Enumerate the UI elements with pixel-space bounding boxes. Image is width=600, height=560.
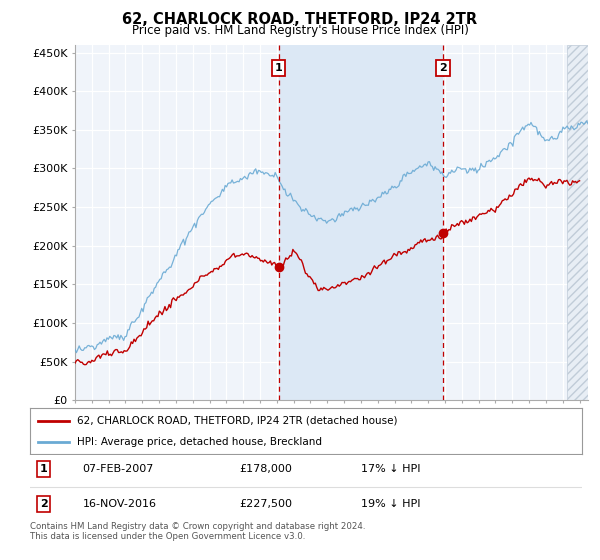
Text: 1: 1 [275, 63, 283, 73]
Bar [567, 45, 588, 400]
Text: 19% ↓ HPI: 19% ↓ HPI [361, 499, 421, 509]
Bar [278, 45, 443, 400]
Text: HPI: Average price, detached house, Breckland: HPI: Average price, detached house, Brec… [77, 437, 322, 447]
Text: 2: 2 [40, 499, 47, 509]
Text: Price paid vs. HM Land Registry's House Price Index (HPI): Price paid vs. HM Land Registry's House … [131, 24, 469, 36]
Text: 62, CHARLOCK ROAD, THETFORD, IP24 2TR: 62, CHARLOCK ROAD, THETFORD, IP24 2TR [122, 12, 478, 27]
Text: 2: 2 [439, 63, 447, 73]
Text: 1: 1 [40, 464, 47, 474]
Text: Contains HM Land Registry data © Crown copyright and database right 2024.
This d: Contains HM Land Registry data © Crown c… [30, 522, 365, 542]
Text: 07-FEB-2007: 07-FEB-2007 [82, 464, 154, 474]
Text: 16-NOV-2016: 16-NOV-2016 [82, 499, 157, 509]
Text: 17% ↓ HPI: 17% ↓ HPI [361, 464, 421, 474]
Text: £227,500: £227,500 [240, 499, 293, 509]
Text: £178,000: £178,000 [240, 464, 293, 474]
Text: 62, CHARLOCK ROAD, THETFORD, IP24 2TR (detached house): 62, CHARLOCK ROAD, THETFORD, IP24 2TR (d… [77, 416, 397, 426]
